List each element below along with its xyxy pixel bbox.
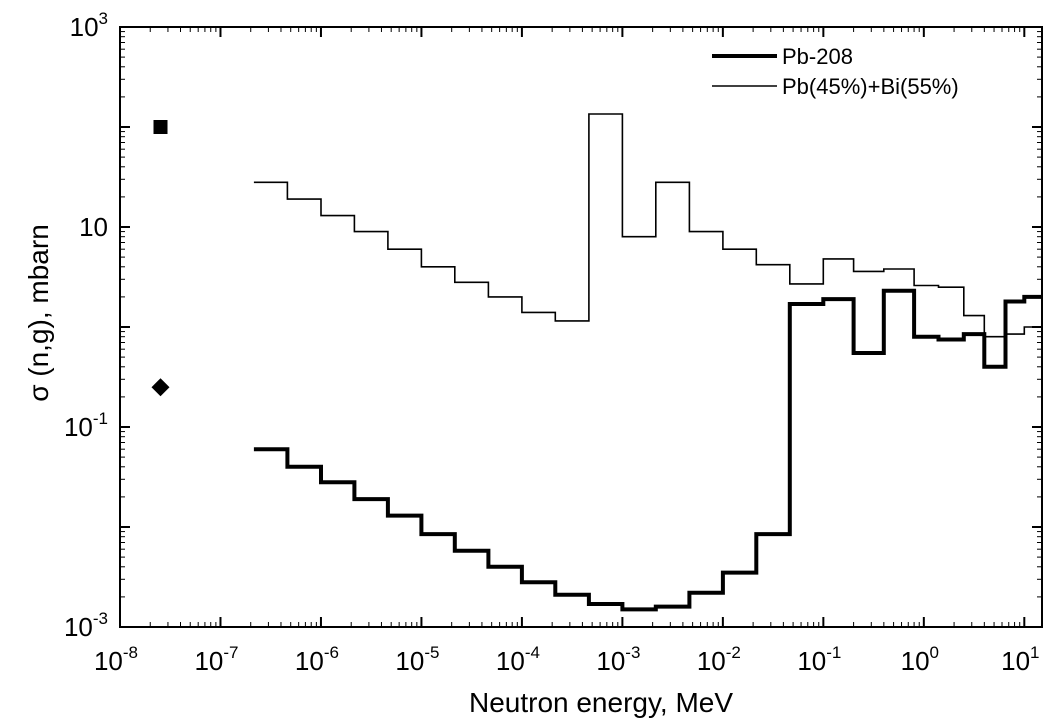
series-line-0 — [253, 288, 1042, 612]
marker-layer — [151, 120, 170, 397]
series-line-1 — [253, 113, 1042, 338]
minor-ticks — [120, 27, 1042, 627]
x-tick-label: 10-6 — [295, 643, 339, 676]
y-tick-label: 10-3 — [64, 609, 108, 642]
y-tick-label: 10 — [79, 212, 108, 242]
legend-label-pb-bi: Pb(45%)+Bi(55%) — [782, 74, 959, 99]
x-tick-label: 100 — [901, 643, 939, 676]
y-tick-label: 103 — [70, 9, 108, 42]
square-marker — [153, 120, 168, 134]
x-tick-label: 10-3 — [596, 643, 640, 676]
plot-frame — [119, 26, 1043, 628]
x-tick-label: 101 — [1001, 643, 1039, 676]
series-layer — [253, 113, 1042, 612]
diamond-marker — [151, 378, 170, 397]
x-tick-label: 10-5 — [395, 643, 439, 676]
y-tick-labels: 103 10 10-1 10-3 — [64, 9, 108, 642]
x-tick-label: 10-8 — [94, 643, 138, 676]
y-axis-title: σ (n,g), mbarn — [23, 224, 54, 402]
x-tick-labels: 10-8 10-7 10-6 10-5 10-4 10-3 10-2 10-1 100 101 — [94, 643, 1040, 676]
legend: Pb-208 Pb(45%)+Bi(55%) — [712, 44, 959, 99]
y-tick-label: 10-1 — [64, 409, 108, 442]
x-tick-label: 10-2 — [697, 643, 741, 676]
x-tick-label: 10-7 — [194, 643, 238, 676]
major-ticks — [119, 26, 1042, 628]
x-tick-label: 10-4 — [496, 643, 540, 676]
x-tick-label: 10-1 — [797, 643, 841, 676]
legend-label-pb208: Pb-208 — [782, 44, 853, 69]
x-axis-title: Neutron energy, MeV — [469, 687, 733, 718]
